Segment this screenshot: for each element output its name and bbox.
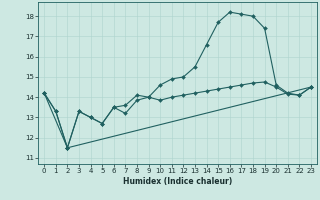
X-axis label: Humidex (Indice chaleur): Humidex (Indice chaleur): [123, 177, 232, 186]
